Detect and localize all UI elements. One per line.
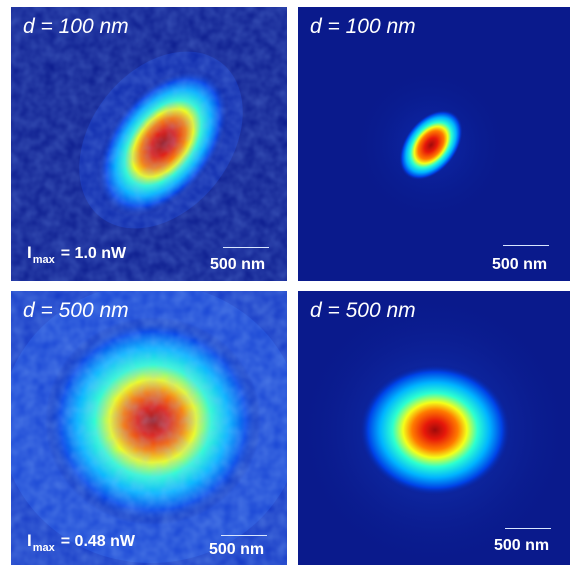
scale-bar [503, 245, 549, 246]
scale-bar [221, 535, 267, 536]
imax-label: Imax = 0.48 nW [27, 531, 136, 554]
panel-title: d = 100 nm [310, 15, 416, 38]
panel-title: d = 100 nm [23, 15, 129, 38]
panel-top-right-simulated: d = 100 nm 500 nm [298, 7, 570, 281]
panel-top-left-measured: d = 100 nm Imax = 1.0 nW 500 nm [11, 7, 287, 281]
intensity-spot [359, 364, 511, 496]
intensity-map [11, 291, 287, 565]
scale-bar-label: 500 nm [492, 256, 548, 273]
intensity-map [298, 291, 570, 565]
panel-title: d = 500 nm [23, 299, 129, 322]
scale-bar-label: 500 nm [209, 541, 265, 558]
scale-bar-label: 500 nm [494, 537, 550, 554]
panel-bottom-left-measured: d = 500 nm Imax = 0.48 nW 500 nm [11, 291, 287, 565]
scale-bar [505, 528, 551, 529]
scale-bar-label: 500 nm [210, 256, 266, 273]
scale-bar [223, 247, 269, 248]
imax-label: Imax = 1.0 nW [27, 243, 127, 266]
intensity-map [298, 7, 570, 281]
intensity-map [11, 7, 287, 281]
panel-bottom-right-simulated: d = 500 nm 500 nm [298, 291, 570, 565]
panel-title: d = 500 nm [310, 299, 416, 322]
intensity-spot [398, 109, 464, 181]
